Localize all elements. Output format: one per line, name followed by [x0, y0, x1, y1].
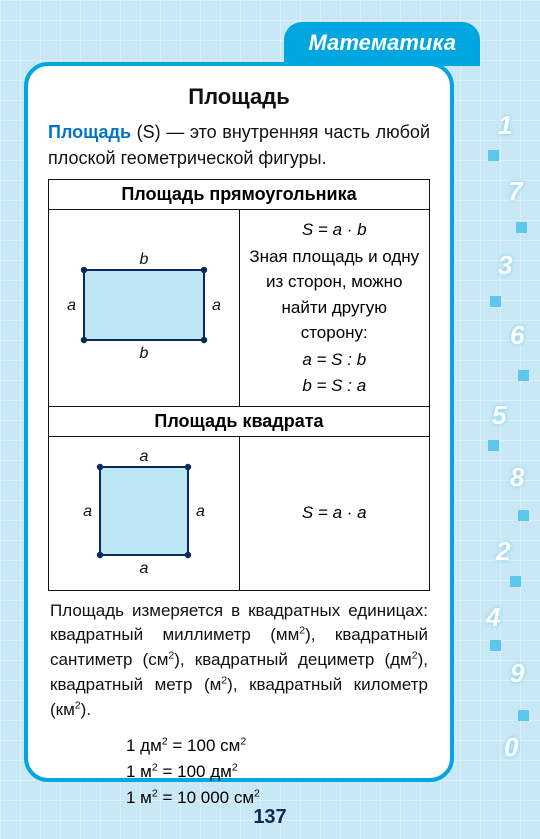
decor-number: 9 — [510, 658, 524, 689]
decor-number: 1 — [498, 110, 512, 141]
decor-square — [488, 150, 499, 161]
decor-square — [490, 640, 501, 651]
decor-square — [488, 440, 499, 451]
decor-square — [518, 510, 529, 521]
conversion-line: 1 дм2 = 100 см2 — [126, 733, 430, 759]
svg-text:b: b — [139, 251, 148, 268]
conversion-line: 1 м2 = 100 дм2 — [126, 759, 430, 785]
decor-square — [518, 370, 529, 381]
decor-square — [510, 576, 521, 587]
decor-number: 6 — [510, 320, 524, 351]
rectangle-shape-cell: b b a a — [49, 210, 240, 407]
formula-line: b = S : a — [248, 373, 422, 399]
page-title: Площадь — [48, 84, 430, 110]
svg-text:a: a — [67, 297, 76, 314]
svg-text:a: a — [83, 503, 92, 520]
decor-number: 4 — [486, 602, 500, 633]
svg-text:a: a — [139, 560, 148, 577]
decor-square — [518, 710, 529, 721]
decor-number: 8 — [510, 462, 524, 493]
svg-text:b: b — [139, 345, 148, 362]
square-diagram: a a a a — [59, 443, 229, 579]
decor-number: 3 — [498, 250, 512, 281]
units-description: Площадь измеряется в квадратных единицах… — [50, 599, 428, 723]
side-decoration: 1 7 3 6 58 2 49 0 — [482, 110, 534, 810]
formula-line: a = S : b — [248, 347, 422, 373]
definition-term: Площадь — [48, 122, 131, 142]
square-formula-cell: S = a · a — [239, 436, 430, 590]
decor-number: 5 — [492, 400, 506, 431]
subject-tab: Математика — [284, 22, 480, 66]
svg-text:a: a — [212, 297, 221, 314]
decor-number: 0 — [504, 732, 518, 763]
square-shape-cell: a a a a — [49, 436, 240, 590]
definition-text: Площадь (S) — это внутренняя часть любой… — [48, 120, 430, 171]
formula-line: Зная площадь и одну из сторон, можно най… — [248, 244, 422, 346]
svg-text:a: a — [196, 503, 205, 520]
section-header-0: Площадь прямоугольника — [49, 180, 430, 210]
decor-number: 7 — [508, 176, 522, 207]
formula-line: S = a · b — [248, 217, 422, 243]
rectangle-diagram: b b a a — [59, 246, 229, 364]
decor-square — [516, 222, 527, 233]
conversions-block: 1 дм2 = 100 см21 м2 = 100 дм21 м2 = 10 0… — [126, 733, 430, 812]
rectangle-formula-cell: S = a · bЗная площадь и одну из сторон, … — [239, 210, 430, 407]
content-card: Площадь Площадь (S) — это внутренняя час… — [24, 62, 454, 782]
page-number: 137 — [0, 806, 540, 829]
decor-square — [490, 296, 501, 307]
section-header-1: Площадь квадрата — [49, 406, 430, 436]
decor-number: 2 — [496, 536, 510, 567]
formula-table: Площадь прямоугольника b b a a S = a · bЗна… — [48, 179, 430, 591]
formula-line: S = a · a — [248, 500, 422, 526]
svg-text:a: a — [139, 448, 148, 465]
